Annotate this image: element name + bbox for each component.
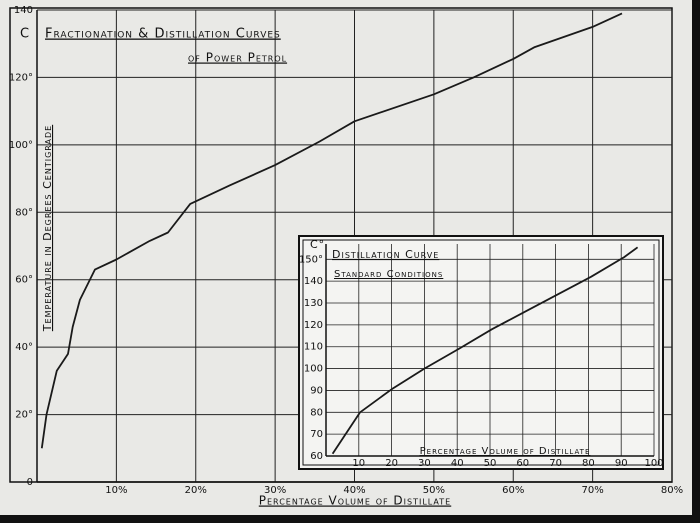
data-line <box>331 246 639 455</box>
x-tick-label: 60 <box>516 458 529 469</box>
x-tick-label: 40% <box>343 485 365 496</box>
inset-panel <box>298 235 664 470</box>
y-tick-label: 100 <box>304 364 323 375</box>
y-tick-label: 110 <box>304 342 323 353</box>
y-tick-label: 80 <box>310 407 323 418</box>
chart-subtitle: Standard Conditions <box>334 269 443 280</box>
y-tick-label: 150° <box>299 254 323 265</box>
y-tick-label: 90 <box>310 385 323 396</box>
chart-title: Distillation Curve <box>332 248 439 261</box>
unit-label: C° <box>310 238 325 251</box>
y-tick-label: 0 <box>27 477 33 488</box>
x-axis-label: Percentage Volume of Distillate <box>420 446 591 457</box>
y-tick-label: 80° <box>15 207 33 218</box>
x-tick-label: 50% <box>423 485 445 496</box>
x-tick-label: 40 <box>451 458 464 469</box>
x-tick-label: 20% <box>185 485 207 496</box>
y-tick-label: 20° <box>15 410 33 421</box>
y-tick-label: 60° <box>15 275 33 286</box>
x-tick-label: 60% <box>502 485 524 496</box>
data-line <box>40 12 623 449</box>
y-tick-label: 120 <box>304 320 323 331</box>
chart-subtitle: of Power Petrol <box>188 51 287 65</box>
y-tick-label: 140 <box>304 276 323 287</box>
y-tick-label: 140 <box>14 5 33 16</box>
x-tick-label: 30 <box>418 458 431 469</box>
x-tick-label: 50 <box>484 458 497 469</box>
y-tick-label: 40° <box>15 342 33 353</box>
y-tick-label: 120° <box>9 72 33 83</box>
x-tick-label: 10% <box>105 485 127 496</box>
x-tick-label: 100 <box>644 458 663 469</box>
unit-label: C <box>20 27 30 42</box>
y-tick-label: 70 <box>310 429 323 440</box>
x-tick-label: 10 <box>352 458 365 469</box>
y-axis-label: Temperature in Degrees Centigrade <box>41 125 54 332</box>
x-axis-label: Percentage Volume of Distillate <box>259 494 451 508</box>
x-tick-label: 20 <box>385 458 398 469</box>
x-tick-label: 70 <box>549 458 562 469</box>
y-tick-label: 130 <box>304 298 323 309</box>
y-tick-label: 100° <box>9 140 33 151</box>
chart-title: Fractionation & Distillation Curves <box>45 27 281 42</box>
x-tick-label: 70% <box>582 485 604 496</box>
x-tick-label: 30% <box>264 485 286 496</box>
x-tick-label: 80% <box>661 485 683 496</box>
inset-inner-border <box>302 239 660 466</box>
x-tick-label: 90 <box>615 458 628 469</box>
x-tick-label: 80 <box>582 458 595 469</box>
y-tick-label: 60 <box>310 451 323 462</box>
